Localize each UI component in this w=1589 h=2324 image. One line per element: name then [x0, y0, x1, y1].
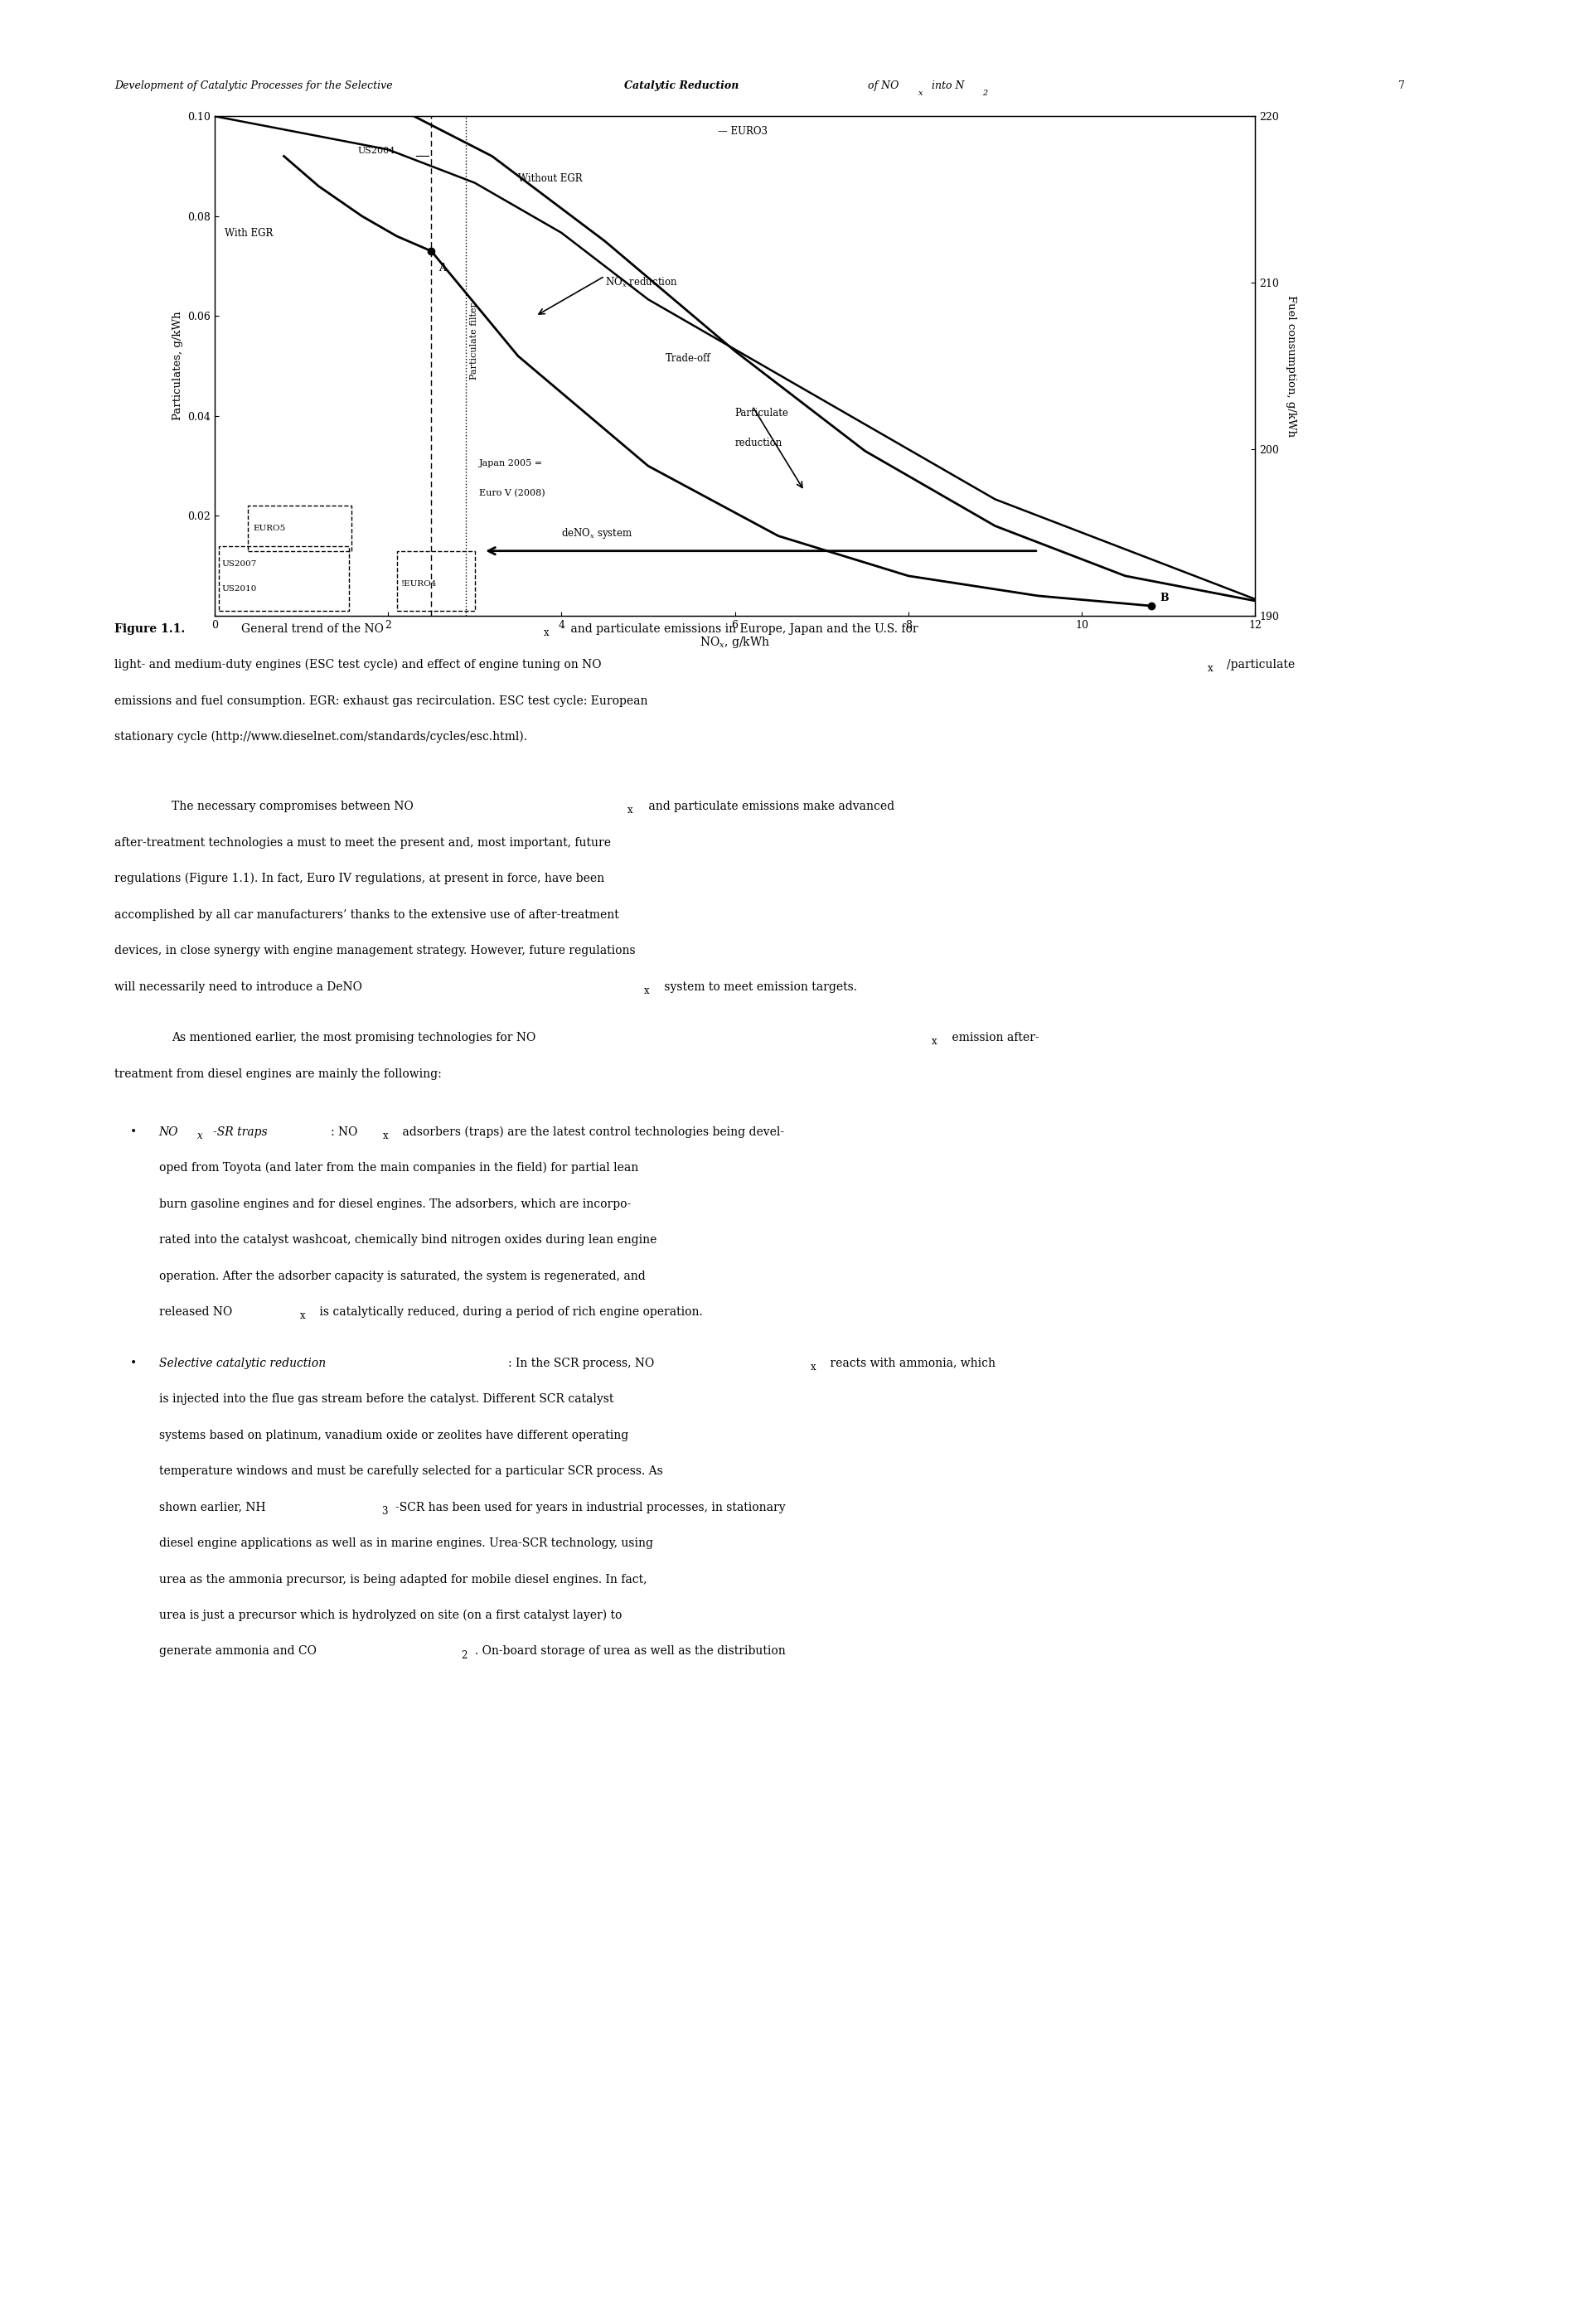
- Text: •: •: [130, 1127, 137, 1139]
- Text: US2007: US2007: [221, 560, 256, 567]
- Text: into N: into N: [928, 81, 965, 91]
- Text: urea as the ammonia precursor, is being adapted for mobile diesel engines. In fa: urea as the ammonia precursor, is being …: [159, 1573, 647, 1585]
- Text: deNO$_x$ system: deNO$_x$ system: [561, 525, 632, 539]
- Text: A: A: [439, 263, 447, 274]
- Text: systems based on platinum, vanadium oxide or zeolites have different operating: systems based on platinum, vanadium oxid…: [159, 1429, 628, 1441]
- Text: Japan 2005 =: Japan 2005 =: [478, 460, 543, 467]
- Text: Selective catalytic reduction: Selective catalytic reduction: [159, 1357, 326, 1369]
- Text: x: x: [644, 985, 648, 997]
- Text: -SCR has been used for years in industrial processes, in stationary: -SCR has been used for years in industri…: [396, 1501, 787, 1513]
- Text: is injected into the flue gas stream before the catalyst. Different SCR catalyst: is injected into the flue gas stream bef…: [159, 1394, 613, 1406]
- Text: Development of Catalytic Processes for the Selective: Development of Catalytic Processes for t…: [114, 81, 396, 91]
- Text: Catalytic Reduction: Catalytic Reduction: [624, 81, 739, 91]
- Text: of NO: of NO: [864, 81, 899, 91]
- Text: after-treatment technologies a must to meet the present and, most important, fut: after-treatment technologies a must to m…: [114, 837, 610, 848]
- Text: operation. After the adsorber capacity is saturated, the system is regenerated, : operation. After the adsorber capacity i…: [159, 1271, 645, 1283]
- Text: regulations (Figure 1.1). In fact, Euro IV regulations, at present in force, hav: regulations (Figure 1.1). In fact, Euro …: [114, 872, 604, 885]
- Y-axis label: Fuel consumption, g/kWh: Fuel consumption, g/kWh: [1286, 295, 1297, 437]
- Text: With EGR: With EGR: [226, 228, 273, 239]
- Text: x: x: [543, 627, 548, 639]
- Text: burn gasoline engines and for diesel engines. The adsorbers, which are incorpo-: burn gasoline engines and for diesel eng…: [159, 1199, 631, 1211]
- Text: EURO5: EURO5: [254, 525, 286, 532]
- Bar: [397, 551, 475, 611]
- Text: Trade-off: Trade-off: [666, 353, 710, 363]
- Text: . On-board storage of urea as well as the distribution: . On-board storage of urea as well as th…: [475, 1645, 785, 1657]
- Text: -SR traps: -SR traps: [213, 1127, 267, 1139]
- Text: diesel engine applications as well as in marine engines. Urea-SCR technology, us: diesel engine applications as well as in…: [159, 1538, 653, 1550]
- Text: shown earlier, NH: shown earlier, NH: [159, 1501, 265, 1513]
- Text: emission after-: emission after-: [949, 1032, 1039, 1043]
- Text: General trend of the NO: General trend of the NO: [242, 623, 385, 634]
- Text: temperature windows and must be carefully selected for a particular SCR process.: temperature windows and must be carefull…: [159, 1466, 663, 1478]
- Y-axis label: Particulates, g/kWh: Particulates, g/kWh: [172, 311, 183, 421]
- Text: x: x: [918, 88, 923, 98]
- X-axis label: NO$_x$, g/kWh: NO$_x$, g/kWh: [699, 634, 771, 651]
- Text: system to meet emission targets.: system to meet emission targets.: [661, 981, 858, 992]
- Text: x: x: [1208, 662, 1212, 674]
- Text: US2010: US2010: [221, 586, 256, 593]
- Text: is catalytically reduced, during a period of rich engine operation.: is catalytically reduced, during a perio…: [316, 1306, 702, 1318]
- Text: treatment from diesel engines are mainly the following:: treatment from diesel engines are mainly…: [114, 1069, 442, 1081]
- Bar: [219, 546, 350, 611]
- Text: x: x: [197, 1129, 202, 1141]
- Text: reduction: reduction: [736, 437, 782, 449]
- Text: light- and medium-duty engines (ESC test cycle) and effect of engine tuning on N: light- and medium-duty engines (ESC test…: [114, 658, 601, 672]
- Text: NO: NO: [159, 1127, 178, 1139]
- Text: devices, in close synergy with engine management strategy. However, future regul: devices, in close synergy with engine ma…: [114, 946, 636, 957]
- Text: 7: 7: [1398, 81, 1405, 91]
- Text: : NO: : NO: [331, 1127, 358, 1139]
- Text: released NO: released NO: [159, 1306, 232, 1318]
- Text: and particulate emissions in Europe, Japan and the U.S. for: and particulate emissions in Europe, Jap…: [567, 623, 918, 634]
- Text: rated into the catalyst washcoat, chemically bind nitrogen oxides during lean en: rated into the catalyst washcoat, chemic…: [159, 1234, 656, 1246]
- Text: The necessary compromises between NO: The necessary compromises between NO: [172, 802, 413, 813]
- Text: 2: 2: [982, 88, 987, 98]
- Text: Without EGR: Without EGR: [518, 172, 583, 184]
- Text: accomplished by all car manufacturers’ thanks to the extensive use of after-trea: accomplished by all car manufacturers’ t…: [114, 909, 620, 920]
- Text: — EURO3: — EURO3: [718, 125, 767, 137]
- Text: reacts with ammonia, which: reacts with ammonia, which: [826, 1357, 995, 1369]
- Text: adsorbers (traps) are the latest control technologies being devel-: adsorbers (traps) are the latest control…: [399, 1125, 785, 1139]
- Text: emissions and fuel consumption. EGR: exhaust gas recirculation. ESC test cycle: : emissions and fuel consumption. EGR: exh…: [114, 695, 648, 706]
- Text: NO$_x$ reduction: NO$_x$ reduction: [605, 277, 677, 290]
- Text: Particulate: Particulate: [736, 407, 788, 418]
- Text: and particulate emissions make advanced: and particulate emissions make advanced: [645, 802, 895, 813]
- Text: stationary cycle (http://www.dieselnet.com/standards/cycles/esc.html).: stationary cycle (http://www.dieselnet.c…: [114, 730, 528, 744]
- Text: Euro V (2008): Euro V (2008): [478, 488, 545, 497]
- Text: : In the SCR process, NO: : In the SCR process, NO: [508, 1357, 655, 1369]
- Text: x: x: [628, 804, 632, 816]
- Text: /particulate: /particulate: [1227, 660, 1295, 672]
- Text: x: x: [931, 1037, 936, 1048]
- Text: !EURO4: !EURO4: [400, 581, 437, 588]
- Text: will necessarily need to introduce a DeNO: will necessarily need to introduce a DeN…: [114, 981, 362, 992]
- Text: Figure 1.1.: Figure 1.1.: [114, 623, 184, 634]
- Text: US2004: US2004: [358, 146, 396, 156]
- Text: x: x: [383, 1129, 388, 1141]
- Text: Particulate filter: Particulate filter: [470, 302, 478, 379]
- Text: x: x: [300, 1311, 305, 1322]
- Text: 3: 3: [381, 1506, 388, 1518]
- Text: generate ammonia and CO: generate ammonia and CO: [159, 1645, 316, 1657]
- Text: •: •: [130, 1357, 137, 1369]
- Text: As mentioned earlier, the most promising technologies for NO: As mentioned earlier, the most promising…: [172, 1032, 535, 1043]
- Text: B: B: [1160, 593, 1170, 604]
- Text: urea is just a precursor which is hydrolyzed on site (on a first catalyst layer): urea is just a precursor which is hydrol…: [159, 1608, 621, 1622]
- Text: x: x: [810, 1362, 815, 1373]
- Bar: [248, 507, 351, 551]
- Text: oped from Toyota (and later from the main companies in the field) for partial le: oped from Toyota (and later from the mai…: [159, 1162, 639, 1174]
- Text: 2: 2: [461, 1650, 467, 1662]
